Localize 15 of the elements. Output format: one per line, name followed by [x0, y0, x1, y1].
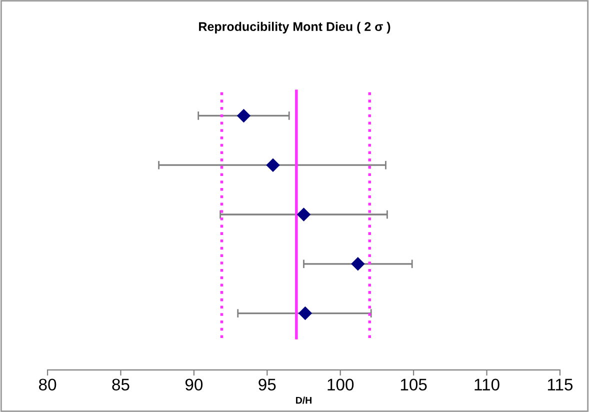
point	[297, 208, 310, 222]
point	[351, 257, 365, 270]
x-tick-label: 105	[400, 378, 427, 391]
x-tick-label: 90	[185, 378, 203, 391]
x-axis-title: D/H	[296, 396, 312, 404]
x-tick-label: 85	[112, 378, 130, 391]
x-tick-label: 95	[258, 378, 276, 391]
chart-title: Reproducibility Mont Dieu ( 2 σ )	[199, 22, 390, 34]
x-tick-label: 100	[328, 378, 354, 391]
point	[298, 306, 312, 320]
point	[237, 109, 250, 122]
x-tick-label: 110	[474, 378, 500, 391]
x-tick-label: 115	[548, 378, 573, 391]
point	[266, 158, 280, 172]
x-tick-label: 80	[38, 378, 56, 391]
